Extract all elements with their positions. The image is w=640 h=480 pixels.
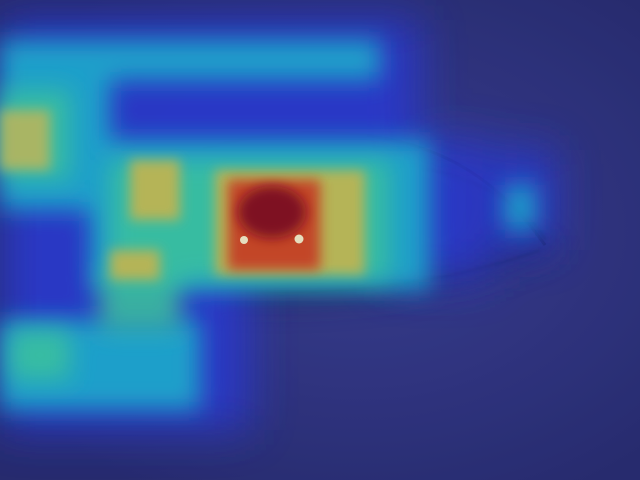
highlight-right	[294, 234, 304, 244]
heat-peak	[238, 186, 306, 238]
heatmap-overlay	[0, 20, 555, 430]
pupil-highlights	[240, 234, 304, 244]
highlight-left	[240, 236, 248, 244]
